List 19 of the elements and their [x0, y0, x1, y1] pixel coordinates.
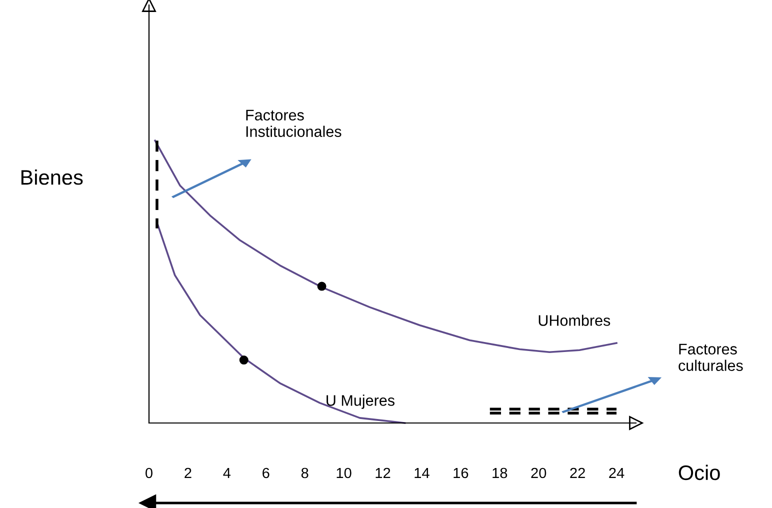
x-tick-label: 6	[262, 468, 270, 478]
x-tick-label: 18	[492, 468, 508, 478]
series-label: U Mujeres	[326, 394, 394, 409]
text: Factores culturales	[678, 344, 743, 371]
x-tick-label: 4	[223, 468, 231, 478]
x-axis-title: Ocio	[678, 464, 720, 480]
text: Factores Institucionales	[246, 110, 342, 137]
x-tick-label: 8	[301, 468, 308, 478]
x-tick-label: 20	[531, 468, 546, 478]
x-tick-label: 2	[184, 468, 192, 478]
x-tick-label: 24	[609, 468, 624, 478]
x-tick-label: 16	[454, 468, 468, 478]
x-tick-label: 22	[570, 468, 585, 478]
x-tick-label: 10	[336, 468, 352, 478]
y-axis-title: Bienes	[21, 170, 83, 185]
x-tick-label: 12	[376, 468, 390, 478]
series-label: UHombres	[538, 314, 610, 326]
x-tick-label: 14	[414, 468, 430, 478]
x-tick-label: 0	[146, 468, 152, 478]
